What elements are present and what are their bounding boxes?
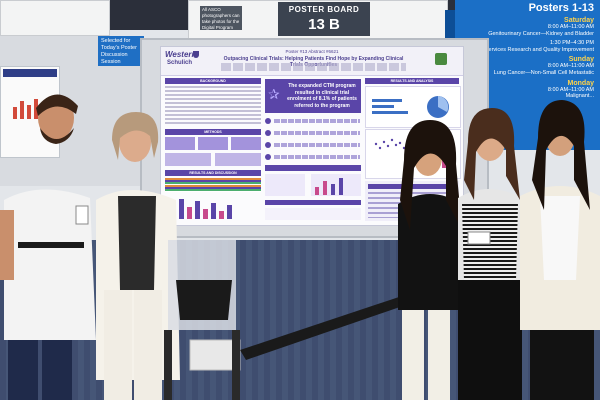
methods-heading: METHODS [165,129,261,135]
background-heading: BACKGROUND [165,78,261,84]
western-logo: Western [165,50,197,59]
board-number-sign: POSTER BOARD 13 B [278,2,370,36]
schedule-time: 8:00 AM–11:00 AM [547,24,594,30]
photo-note: All ASCO photographers can take photos f… [200,6,242,30]
poster-authors [221,63,406,71]
person-man-left [0,94,96,400]
results-table [165,178,261,192]
schedule-track: Genitourinary Cancer—Kidney and Bladder [488,30,594,37]
pie-and-bars [372,96,449,118]
board-number: 13 B [308,16,340,33]
finding-row [265,153,361,162]
schedule-day: Saturday [564,17,594,24]
people-group [0,94,600,400]
schedule-time: 1:30 PM–4:30 PM [549,40,594,47]
finding-row [265,141,361,150]
person-woman-striped-blazer [520,100,600,400]
schulich-logo: Schulich [167,60,193,66]
schedule-day: Sunday [568,56,594,64]
chair-and-bag [164,240,241,400]
schedule-day: Monday [567,79,594,87]
key-finding-callout [265,79,361,113]
methods-figure [165,137,261,167]
right-charts-top [365,86,461,128]
person-woman-black-top [398,120,462,400]
shield-icon [193,51,199,58]
schedule-time: 8:00 AM–11:00 AM [547,86,594,93]
person-icon: ✰ [268,86,280,102]
background-text [165,86,261,126]
discussion-session-sign: Selected for Today's Poster Discussion S… [98,36,144,66]
finding-row [265,117,361,126]
schedule-track: Lung Cancer—Non-Small Cell Metastatic [493,69,594,76]
left-poster-header [3,69,57,77]
finding-row [265,129,361,138]
board-label: POSTER BOARD [288,5,360,14]
center-figures [265,165,361,220]
person-woman-older [96,112,180,400]
schedule-header: Posters 1-13 [528,2,594,14]
schedule-track: Health Services Research and Quality Imp… [467,46,594,53]
key-finding-text: The expanded CTM program resulted in cli… [287,83,357,109]
right-results-heading: RESULTS AND ANALYSIS [365,78,459,84]
left-hanging-sign [0,0,110,36]
crest-icon [435,53,447,65]
poster-header [161,47,463,76]
schedule-time: 8:00 AM–11:00 AM [547,63,594,70]
poster-id: Poster #13 Abstract #6621 [285,49,339,54]
results-heading: RESULTS AND DISCUSSION [165,170,261,176]
person-woman-striped-top [458,108,522,400]
easel-leg [240,290,426,360]
schedule-track: Malignant... [565,93,594,100]
